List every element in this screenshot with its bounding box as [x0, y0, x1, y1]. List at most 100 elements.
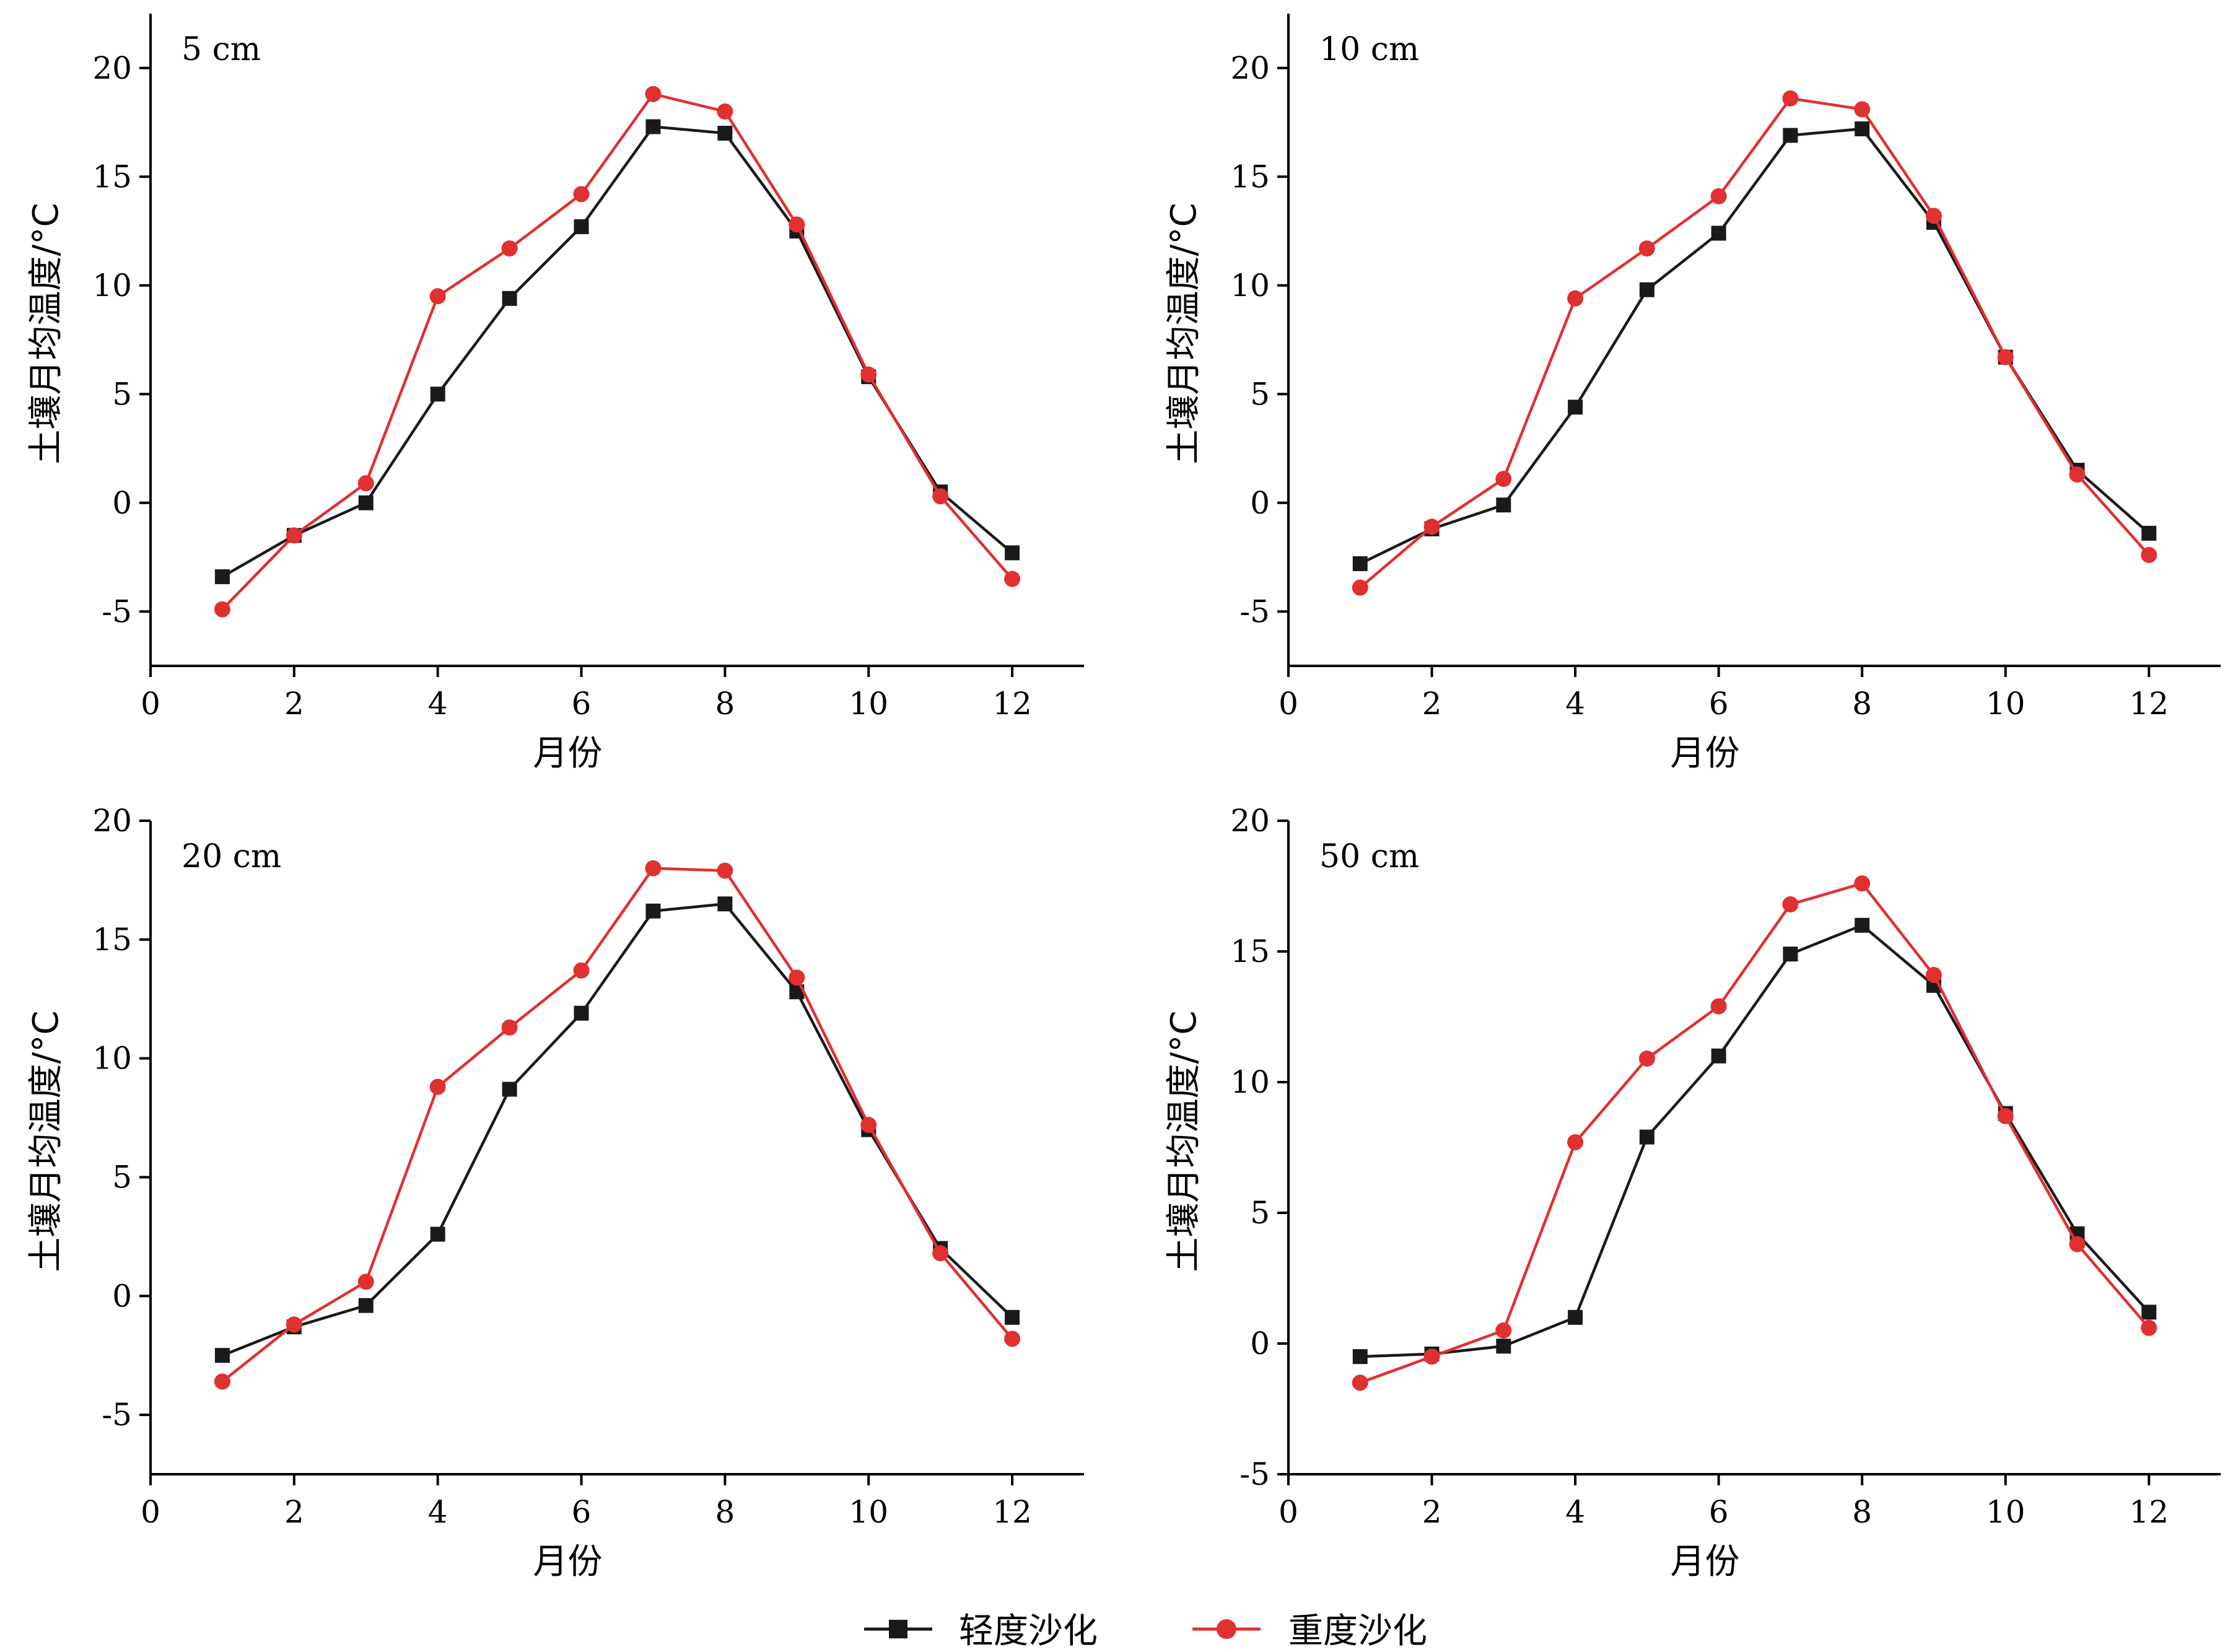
point-20cm-heavy-8 [717, 862, 733, 879]
point-5cm-heavy-5 [501, 240, 518, 257]
x-tick-label-10cm-3: 6 [1709, 686, 1729, 722]
point-50cm-light-8 [1855, 917, 1870, 933]
x-tick-label-10cm-1: 2 [1422, 686, 1442, 722]
x-tick-label-5cm-5: 10 [849, 686, 888, 722]
point-5cm-heavy-1 [214, 601, 230, 618]
point-20cm-light-8 [717, 896, 733, 912]
panel-20cm: 0 2 4 6 8 10 12 -5 0 5 10 15 20 月份 土壤月均温度/°C 20 cm [26, 803, 1084, 1582]
x-tick-label-5cm-4: 8 [715, 686, 735, 722]
legend-marker-heavy [1217, 1619, 1236, 1639]
x-tick-label-20cm-5: 10 [849, 1494, 888, 1530]
y-tick-label-5cm-4: 15 [92, 159, 132, 194]
x-tick-label-50cm-2: 4 [1565, 1494, 1585, 1530]
point-20cm-heavy-7 [645, 860, 662, 876]
point-10cm-light-12 [2141, 525, 2157, 541]
point-5cm-heavy-6 [573, 186, 590, 203]
point-20cm-heavy-6 [573, 962, 590, 979]
x-tick-label-5cm-2: 4 [428, 686, 448, 722]
series-line-5cm-0 [221, 125, 1013, 579]
point-10cm-light-8 [1855, 121, 1870, 137]
point-10cm-heavy-8 [1854, 101, 1871, 118]
point-10cm-light-4 [1568, 400, 1583, 415]
point-5cm-light-8 [717, 126, 733, 141]
y-tick-label-5cm-2: 5 [112, 376, 132, 412]
x-tick-label-10cm-2: 4 [1565, 686, 1585, 722]
y-tick-label-10cm-3: 10 [1230, 268, 1270, 304]
y-axis-title-20cm: 土壤月均温度/°C [26, 1011, 66, 1272]
series-10cm-0 [1352, 121, 2157, 572]
y-tick-label-20cm-4: 15 [92, 922, 132, 958]
point-50cm-heavy-2 [1423, 1348, 1440, 1365]
panel-label-5cm: 5 cm [181, 31, 261, 68]
point-5cm-heavy-7 [645, 85, 662, 102]
point-5cm-light-12 [1005, 545, 1020, 561]
y-tick-label-5cm-3: 10 [92, 268, 132, 304]
y-tick-label-50cm-1: 0 [1250, 1326, 1270, 1361]
series-line-50cm-1 [1359, 882, 2150, 1384]
series-5cm-1 [214, 85, 1021, 618]
point-20cm-heavy-3 [357, 1274, 374, 1290]
x-tick-label-10cm-5: 10 [1986, 686, 2026, 722]
x-tick-label-5cm-6: 12 [992, 686, 1032, 722]
panel-label-10cm: 10 cm [1319, 31, 1419, 68]
point-10cm-heavy-3 [1495, 471, 1512, 487]
x-tick-label-50cm-1: 2 [1422, 1494, 1442, 1530]
point-5cm-heavy-2 [286, 527, 302, 544]
point-50cm-heavy-4 [1567, 1134, 1584, 1151]
point-10cm-light-7 [1783, 128, 1798, 143]
point-20cm-heavy-5 [501, 1019, 518, 1036]
y-axis-title-5cm: 土壤月均温度/°C [26, 203, 66, 465]
x-tick-label-20cm-2: 4 [428, 1494, 448, 1530]
x-tick-label-20cm-3: 6 [572, 1494, 592, 1530]
legend-marker-light [889, 1620, 907, 1638]
point-50cm-light-4 [1568, 1309, 1583, 1325]
x-tick-label-50cm-0: 0 [1279, 1494, 1298, 1530]
point-10cm-heavy-6 [1710, 188, 1727, 204]
series-line-10cm-0 [1359, 127, 2150, 566]
x-axis-title-10cm: 月份 [1671, 733, 1740, 774]
point-5cm-light-5 [502, 291, 517, 306]
point-10cm-heavy-1 [1352, 579, 1368, 596]
series-line-10cm-1 [1359, 97, 2150, 589]
point-5cm-light-7 [645, 119, 661, 134]
series-10cm-1 [1352, 90, 2157, 596]
y-tick-label-10cm-4: 15 [1230, 159, 1270, 194]
y-tick-label-10cm-1: 0 [1250, 485, 1270, 521]
series-50cm-0 [1352, 917, 2157, 1365]
point-5cm-heavy-11 [932, 488, 949, 505]
point-50cm-light-12 [2141, 1305, 2157, 1320]
point-10cm-heavy-11 [2069, 466, 2086, 483]
x-tick-label-5cm-1: 2 [284, 686, 304, 722]
point-10cm-light-5 [1639, 282, 1654, 297]
point-50cm-heavy-11 [2069, 1236, 2086, 1252]
y-axis-title-50cm: 土壤月均温度/°C [1164, 1011, 1204, 1272]
panel-5cm: 0 2 4 6 8 10 12 -5 0 5 10 15 20 月份 土壤月均温度/°C 5 cm [26, 14, 1084, 774]
panel-10cm: 0 2 4 6 8 10 12 -5 0 5 10 15 20 月份 土壤月均温度/°C 10 cm [1164, 14, 2221, 774]
series-20cm-1 [214, 860, 1021, 1390]
point-20cm-light-3 [358, 1298, 374, 1313]
point-20cm-heavy-12 [1004, 1331, 1021, 1347]
point-10cm-heavy-7 [1782, 90, 1799, 107]
point-50cm-light-6 [1711, 1048, 1726, 1064]
y-tick-label-20cm-5: 20 [92, 803, 132, 839]
series-line-20cm-0 [222, 902, 1013, 1357]
y-tick-label-50cm-5: 20 [1230, 803, 1270, 839]
x-tick-label-20cm-1: 2 [284, 1494, 304, 1530]
point-20cm-heavy-10 [860, 1117, 877, 1134]
series-line-50cm-0 [1360, 924, 2150, 1358]
x-tick-label-20cm-0: 0 [141, 1494, 160, 1530]
point-20cm-light-7 [645, 903, 661, 919]
x-tick-label-10cm-4: 8 [1852, 686, 1872, 722]
point-10cm-light-3 [1496, 497, 1511, 513]
legend-label-light: 轻度沙化 [959, 1611, 1098, 1651]
point-10cm-light-1 [1352, 556, 1368, 572]
y-tick-label-10cm-0: -5 [1239, 593, 1270, 629]
point-20cm-light-5 [502, 1082, 517, 1097]
point-10cm-heavy-10 [1997, 349, 2014, 365]
point-50cm-heavy-7 [1782, 896, 1799, 913]
point-5cm-heavy-4 [429, 288, 446, 305]
series-5cm-0 [214, 119, 1020, 585]
y-tick-label-50cm-3: 10 [1230, 1064, 1270, 1100]
y-tick-label-20cm-3: 10 [92, 1041, 132, 1077]
point-20cm-heavy-4 [429, 1078, 446, 1095]
